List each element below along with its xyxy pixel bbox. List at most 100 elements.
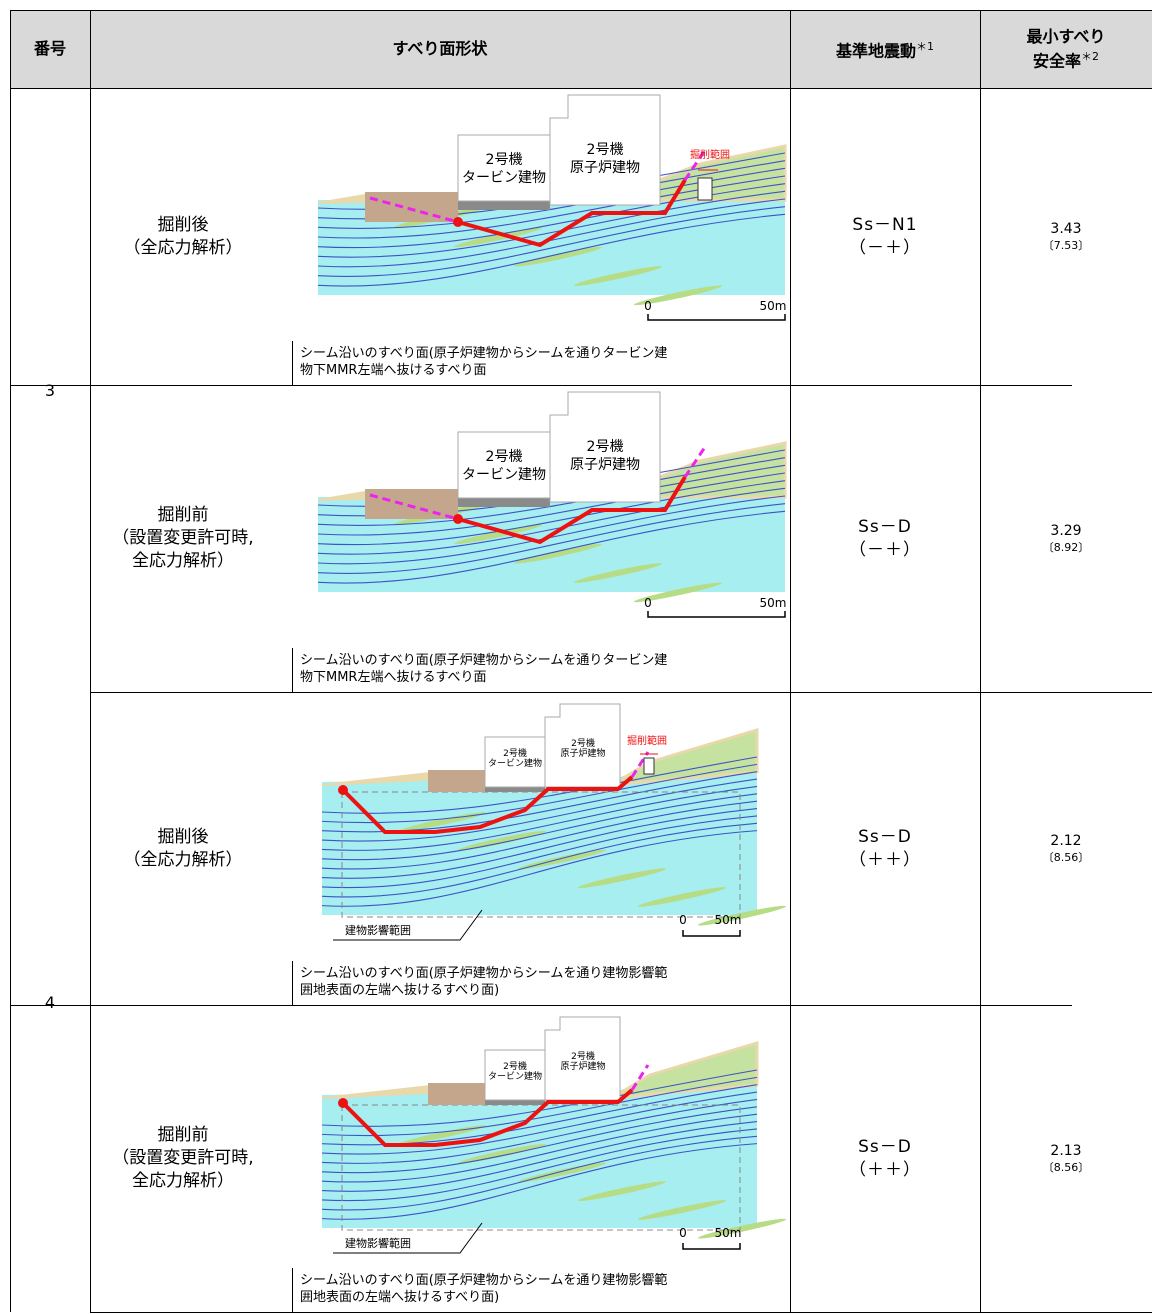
scale-label: 50m — [760, 596, 787, 610]
stratum — [321, 807, 758, 879]
stratum — [321, 1106, 758, 1174]
excavation-box — [643, 757, 655, 775]
header-text: 安全率 — [1032, 51, 1081, 71]
safety-factor: 3.29 〔8.92〕 — [980, 385, 1152, 692]
scale-label: 0 — [679, 1226, 687, 1240]
stratum — [321, 778, 758, 842]
building-label: 2号機 — [587, 142, 624, 158]
reactor-building — [549, 94, 661, 206]
group-number: 3 — [44, 380, 56, 400]
stratum — [321, 822, 758, 898]
factor-sub: 〔8.56〕 — [1042, 850, 1090, 864]
header-text: 番号 — [33, 39, 66, 58]
safety-factor: 3.43 〔7.53〕 — [980, 88, 1152, 385]
stratum — [321, 800, 758, 870]
foundation — [365, 192, 458, 222]
slip-start — [338, 1098, 348, 1108]
slip-surface — [341, 1088, 634, 1147]
building-label: タービン建物 — [462, 467, 546, 483]
table-border — [90, 1312, 1152, 1313]
condition-line: （設置変更許可時, — [112, 528, 254, 548]
header-text: 基準地震動 — [835, 41, 916, 61]
building-label: タービン建物 — [462, 170, 546, 186]
seam-lens — [513, 543, 603, 564]
stratum — [321, 1069, 758, 1127]
seam-lens — [453, 227, 543, 248]
table-border — [10, 10, 11, 1312]
building-label: 原子炉建物 — [570, 457, 640, 473]
condition-line: （設置変更許可時, — [112, 1148, 254, 1168]
condition-line: 掘削前 — [157, 505, 209, 525]
turbine-building — [484, 1049, 546, 1101]
motion-line: （－＋） — [849, 237, 921, 258]
influence-label: 建物影響範囲 — [345, 923, 411, 937]
scale-bar — [682, 930, 741, 937]
stratum — [317, 472, 786, 536]
seam-lens — [697, 905, 787, 926]
stratum — [317, 503, 786, 574]
condition: 掘削前 （設置変更許可時, 全応力解析） — [90, 385, 276, 692]
slip-dashed — [683, 446, 707, 478]
building-label: 2号機 — [503, 1060, 527, 1072]
caption-line: 囲地表面の左端へ抜けるすべり面) — [300, 983, 500, 998]
seam-lens — [633, 285, 723, 306]
table-border — [292, 341, 293, 385]
caption: シーム沿いのすべり面(原子炉建物からシームを通り建物影響範 囲地表面の左端へ抜ける… — [300, 965, 667, 999]
safety-factor: 2.12 〔8.56〕 — [980, 692, 1152, 1005]
seam-lens — [697, 1218, 787, 1239]
stratum — [317, 190, 786, 258]
seam-lens — [457, 1143, 547, 1164]
stratum — [317, 480, 786, 546]
header-factor: 最小すべり 安全率＊2 — [980, 10, 1152, 88]
stratum — [321, 1113, 758, 1183]
influence-pointer — [333, 909, 483, 941]
stratum — [321, 1076, 758, 1137]
motion-line: （＋＋） — [849, 1159, 921, 1180]
condition-line: 全応力解析） — [132, 1171, 234, 1191]
table-border — [10, 88, 1152, 89]
building-label: 原子炉建物 — [560, 1060, 605, 1072]
slip-surface — [457, 475, 687, 545]
scale-label: 0 — [679, 913, 687, 927]
stratum — [321, 793, 758, 861]
stratum — [321, 830, 758, 907]
condition-line: 全応力解析） — [132, 551, 234, 571]
stratum — [317, 510, 786, 584]
mmr — [458, 200, 550, 210]
stratum — [317, 213, 786, 287]
stratum — [317, 464, 786, 527]
scale-bar — [647, 611, 786, 618]
caption-line: シーム沿いのすべり面(原子炉建物からシームを通り建物影響範 — [300, 966, 668, 981]
table-border — [90, 10, 91, 1312]
slip-dashed — [369, 493, 459, 521]
turbine-building — [484, 736, 546, 788]
condition-line: （全応力解析） — [123, 849, 243, 870]
condition: 掘削前 （設置変更許可時, 全応力解析） — [90, 1005, 276, 1312]
header-text: 安全率＊2 — [1033, 47, 1099, 71]
motion-line: （－＋） — [849, 539, 921, 560]
mmr — [485, 784, 545, 792]
ground-motion: Ss－N1 （－＋） — [790, 88, 980, 385]
condition-line: （全応力解析） — [123, 237, 243, 258]
foundation — [428, 1083, 485, 1105]
condition-line: 掘削後 — [157, 826, 209, 847]
slip-start — [338, 785, 348, 795]
seam-lens — [577, 868, 667, 888]
building-label: タービン建物 — [488, 1070, 542, 1082]
stratum — [321, 756, 758, 814]
influence-pointer — [333, 1222, 483, 1254]
slip-surface — [457, 178, 687, 248]
excavation-box — [697, 177, 713, 201]
ground-motion: Ss－D （－＋） — [790, 385, 980, 692]
table-border — [980, 10, 981, 1312]
header-number: 番号 — [10, 10, 90, 88]
slip-dashed — [369, 196, 459, 224]
ground-motion: Ss－D （＋＋） — [790, 692, 980, 1005]
stratum — [321, 1128, 758, 1202]
header-note: ＊2 — [1081, 49, 1099, 63]
reactor-building — [549, 391, 661, 503]
seam-lens — [577, 1181, 667, 1201]
stratum — [321, 771, 758, 833]
